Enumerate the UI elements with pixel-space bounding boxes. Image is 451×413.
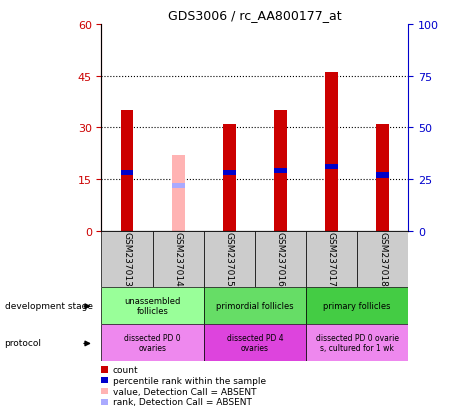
Text: count: count bbox=[113, 365, 138, 374]
Bar bbox=[121, 171, 133, 176]
Text: primary follicles: primary follicles bbox=[323, 301, 391, 310]
Text: percentile rank within the sample: percentile rank within the sample bbox=[113, 376, 266, 385]
Bar bbox=[121, 111, 133, 231]
Text: GSM237017: GSM237017 bbox=[327, 232, 336, 287]
Bar bbox=[306, 324, 408, 361]
Text: GSM237014: GSM237014 bbox=[174, 232, 183, 287]
Bar bbox=[376, 125, 389, 231]
Text: dissected PD 0
ovaries: dissected PD 0 ovaries bbox=[124, 333, 181, 352]
Bar bbox=[255, 231, 306, 287]
Text: GSM237013: GSM237013 bbox=[123, 232, 132, 287]
Text: dissected PD 4
ovaries: dissected PD 4 ovaries bbox=[226, 333, 283, 352]
Bar bbox=[306, 287, 408, 324]
Text: rank, Detection Call = ABSENT: rank, Detection Call = ABSENT bbox=[113, 397, 252, 406]
Text: GSM237015: GSM237015 bbox=[225, 232, 234, 287]
Bar bbox=[274, 111, 287, 231]
Bar bbox=[306, 231, 357, 287]
Bar bbox=[101, 287, 204, 324]
Bar bbox=[152, 231, 204, 287]
Bar bbox=[357, 231, 408, 287]
Bar bbox=[223, 171, 235, 176]
Bar bbox=[223, 125, 235, 231]
Bar bbox=[204, 324, 306, 361]
Text: development stage: development stage bbox=[5, 301, 92, 310]
Text: unassembled
follicles: unassembled follicles bbox=[124, 296, 181, 315]
Bar bbox=[325, 165, 338, 170]
Bar bbox=[325, 73, 338, 231]
Bar bbox=[376, 173, 389, 178]
Text: protocol: protocol bbox=[5, 338, 41, 347]
Text: GSM237018: GSM237018 bbox=[378, 232, 387, 287]
Bar bbox=[172, 183, 184, 188]
Bar bbox=[101, 324, 204, 361]
Bar bbox=[204, 231, 255, 287]
Text: GSM237016: GSM237016 bbox=[276, 232, 285, 287]
Bar bbox=[274, 169, 287, 174]
Bar bbox=[101, 231, 152, 287]
Text: dissected PD 0 ovarie
s, cultured for 1 wk: dissected PD 0 ovarie s, cultured for 1 … bbox=[316, 333, 399, 352]
Title: GDS3006 / rc_AA800177_at: GDS3006 / rc_AA800177_at bbox=[168, 9, 341, 22]
Bar bbox=[204, 287, 306, 324]
Text: value, Detection Call = ABSENT: value, Detection Call = ABSENT bbox=[113, 387, 256, 396]
Bar bbox=[172, 156, 184, 231]
Text: primordial follicles: primordial follicles bbox=[216, 301, 294, 310]
